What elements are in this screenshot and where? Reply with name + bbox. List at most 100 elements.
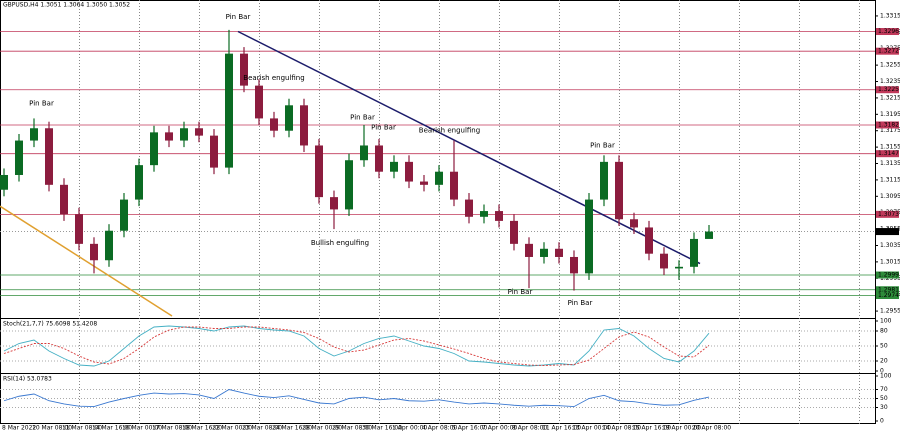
candle-body <box>705 231 713 239</box>
y-tick-label: 1.3095 <box>880 193 900 200</box>
current-price-tag <box>876 228 899 236</box>
y-tick-label: 100 <box>880 373 892 380</box>
x-tick-label: 24 Mar 16:00 <box>272 425 312 432</box>
annotation: Bearish engulfing <box>243 74 304 82</box>
candle-body <box>465 199 473 217</box>
x-tick-label: 11 Mar 08:00 <box>62 425 102 432</box>
y-tick-label: 50 <box>880 395 888 402</box>
level-tag <box>876 286 899 294</box>
candle-body <box>330 197 338 210</box>
candle-body <box>135 165 143 200</box>
level-tag <box>876 292 899 300</box>
y-tick-label: 80 <box>880 328 888 335</box>
indicator-line <box>3 326 710 366</box>
candle-body <box>435 171 443 185</box>
y-tick-label: 1.3315 <box>880 12 900 19</box>
y-tick-label: 1.3175 <box>880 127 900 134</box>
level-label: 1.3073 <box>878 211 899 218</box>
candle-body <box>165 132 173 141</box>
candle-body <box>495 211 503 221</box>
level-tag <box>876 47 899 55</box>
candle-body <box>15 140 23 175</box>
x-tick-label: 15 Apr 16:00 <box>632 425 671 432</box>
level-tag <box>876 86 899 94</box>
y-tick-label: 1.3255 <box>880 62 900 69</box>
x-tick-label: 1 Apr 00:00 <box>392 425 427 432</box>
candle-body <box>525 243 533 257</box>
y-tick-label: 30 <box>880 404 888 411</box>
candle-body <box>510 220 518 244</box>
x-tick-label: 17 Mar 08:00 <box>152 425 192 432</box>
level-tag <box>876 28 899 36</box>
x-tick-label: 8 Apr 08:00 <box>512 425 547 432</box>
trendline <box>0 205 173 317</box>
candle-body <box>345 160 353 210</box>
level-tag <box>876 210 899 218</box>
y-tick-label: 0 <box>880 418 884 425</box>
candle-body <box>405 161 413 182</box>
candle-body <box>45 128 53 185</box>
panel-title: Stoch(21,7,7) 75.6098 51.4208 <box>3 321 97 328</box>
y-tick-label: 1.3235 <box>880 78 900 85</box>
x-tick-label: 30 Mar 16:00 <box>362 425 402 432</box>
candle-body <box>105 230 113 261</box>
y-tick-label: 1.3135 <box>880 160 900 167</box>
annotation: Pin Bar <box>29 100 54 108</box>
x-tick-label: 5 Apr 16:00 <box>452 425 487 432</box>
x-tick-label: 4 Apr 08:00 <box>422 425 457 432</box>
y-tick-label: 1.3115 <box>880 176 900 183</box>
candle-body <box>390 161 398 172</box>
x-tick-label: 19 Apr 00:00 <box>662 425 701 432</box>
candle-body <box>120 199 128 231</box>
y-tick-label: 100 <box>880 318 892 325</box>
panel-title: RSI(14) 53.0783 <box>3 376 52 383</box>
x-tick-label: 18 Mar 16:00 <box>182 425 222 432</box>
x-tick-label: 20 Apr 08:00 <box>692 425 731 432</box>
candle-body <box>690 238 698 267</box>
level-tag <box>876 121 899 129</box>
candle-body <box>600 161 608 200</box>
level-label: 1.3272 <box>878 48 899 55</box>
current-price-label: 1.3052 <box>878 228 899 235</box>
x-tick-label: 8 Mar 2022 <box>2 425 36 432</box>
chart-header: GBPUSD,H4 1.3051 1.3064 1.3050 1.3052 <box>3 2 130 9</box>
candle-body <box>180 128 188 141</box>
candle-body <box>660 253 668 269</box>
candle-body <box>675 266 683 269</box>
annotation: Bullish engulfing <box>311 239 369 247</box>
x-tick-label: 14 Mar 16:00 <box>92 425 132 432</box>
candle-body <box>285 105 293 131</box>
candle-body <box>570 256 578 274</box>
x-tick-label: 29 Mar 08:00 <box>332 425 372 432</box>
level-tag <box>876 271 899 279</box>
candle-body <box>30 128 38 141</box>
annotation: Pin Bar <box>350 114 375 122</box>
candle-body <box>300 105 308 146</box>
level-label: 1.3182 <box>878 121 899 128</box>
annotation: Pin Bar <box>590 141 615 149</box>
annotation: Pin Bar <box>371 123 396 131</box>
frame <box>0 0 876 424</box>
candle-body <box>255 85 263 119</box>
indicator-line <box>3 325 710 367</box>
y-tick-label: 20 <box>880 358 888 365</box>
candle-body <box>315 145 323 198</box>
level-tag <box>876 150 899 158</box>
candle-body <box>480 211 488 217</box>
y-tick-label: 1.3195 <box>880 111 900 118</box>
candle-body <box>270 118 278 131</box>
candle-body <box>210 135 218 168</box>
candle-body <box>645 227 653 254</box>
x-tick-label: 28 Mar 00:00 <box>302 425 342 432</box>
y-tick-label: 1.2955 <box>880 308 900 315</box>
y-tick-label: 1.3015 <box>880 258 900 265</box>
annotation: Pin Bar <box>568 299 593 307</box>
candle-body <box>240 53 248 86</box>
candle-body <box>360 145 368 161</box>
candle-body <box>60 184 68 215</box>
indicator-line <box>3 389 710 408</box>
candle-body <box>225 53 233 168</box>
candle-body <box>0 174 8 190</box>
x-tick-label: 13 Apr 00:00 <box>572 425 611 432</box>
